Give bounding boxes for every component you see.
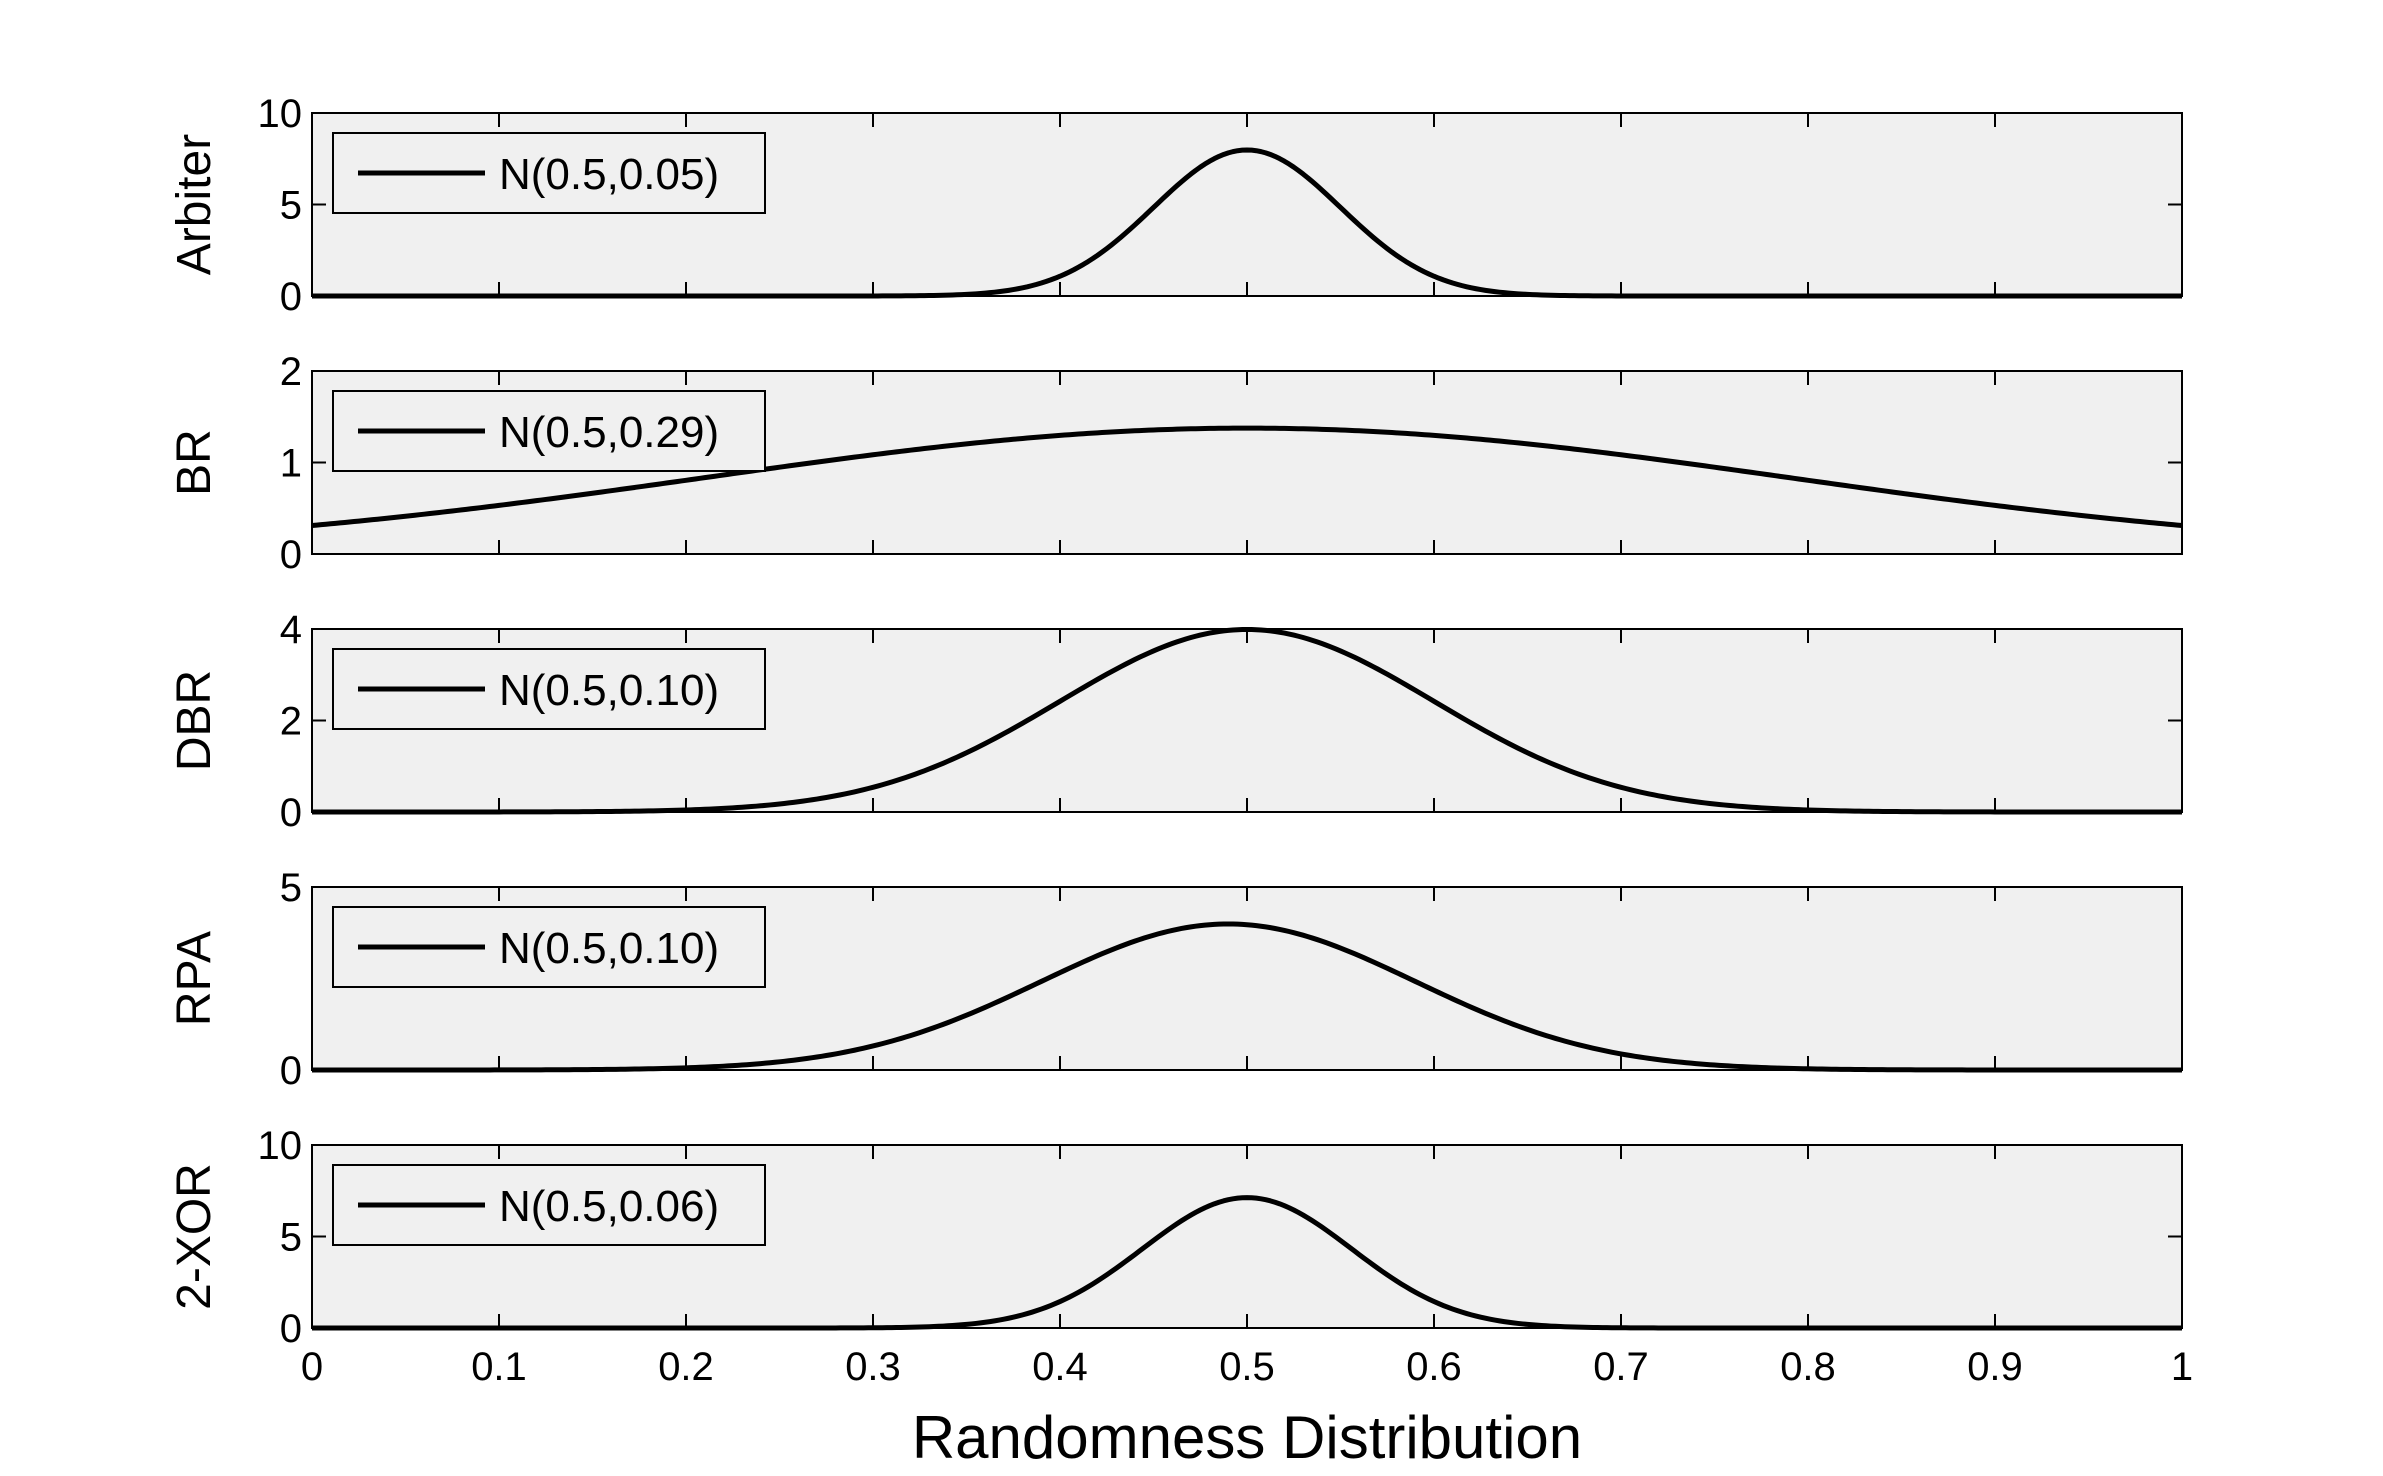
legend: N(0.5,0.10) [332,906,766,988]
y-tick-label: 0 [280,1307,302,1351]
panel-br: 0 1 2 BR N(0.5,0.29) [168,350,2183,577]
legend-label: N(0.5,0.29) [499,408,719,457]
y-tick-label: 0 [280,275,302,319]
panel-arbiter: 0 5 10 Arbiter N(0.5,0.05) [168,92,2183,319]
series-line [311,425,2183,529]
x-tick-label: 0.1 [471,1345,527,1389]
x-tick-label: 0.9 [1967,1345,2023,1389]
y-tick-label: 5 [280,1216,302,1260]
legend: N(0.5,0.06) [332,1164,766,1246]
x-tick-label: 0.5 [1219,1345,1275,1389]
x-tick-label: 0.2 [658,1345,714,1389]
x-tick-label: 0.4 [1032,1345,1088,1389]
legend-label: N(0.5,0.10) [499,666,719,715]
legend: N(0.5,0.29) [332,390,766,472]
x-tick-label: 0.8 [1780,1345,1836,1389]
x-tick-label: 0.6 [1406,1345,1462,1389]
legend-label: N(0.5,0.10) [499,924,719,973]
x-axis-label: Randomness Distribution [912,1404,1582,1471]
panel-rpa: 0 5 RPA N(0.5,0.10) [168,866,2183,1093]
y-axis-label: RPA [168,931,221,1026]
x-tick-label: 0 [301,1345,323,1389]
legend: N(0.5,0.10) [332,648,766,730]
panel-dbr: 0 2 4 DBR N(0.5,0.10) [168,608,2183,835]
y-axis-label: BR [168,429,221,496]
y-tick-label: 2 [280,350,302,394]
panel-2-xor: 0 5 10 2-XOR N(0.5,0.06) [168,1124,2183,1351]
x-tick-label: 0.3 [845,1345,901,1389]
x-tick-label: 0.7 [1593,1345,1649,1389]
y-axis-label: Arbiter [168,134,221,275]
y-tick-label: 5 [280,184,302,228]
y-tick-label: 0 [280,533,302,577]
y-tick-label: 0 [280,791,302,835]
x-tick-label: 1 [2171,1345,2193,1389]
y-axis-label: DBR [168,670,221,771]
y-tick-label: 1 [280,442,302,486]
legend: N(0.5,0.05) [332,132,766,214]
legend-label: N(0.5,0.05) [499,150,719,199]
y-tick-label: 4 [280,608,302,652]
y-tick-label: 2 [280,700,302,744]
y-tick-label: 10 [258,92,303,136]
y-tick-label: 0 [280,1049,302,1093]
legend-label: N(0.5,0.06) [499,1182,719,1231]
y-tick-label: 5 [280,866,302,910]
y-tick-label: 10 [258,1124,303,1168]
y-axis-label: 2-XOR [168,1163,221,1310]
